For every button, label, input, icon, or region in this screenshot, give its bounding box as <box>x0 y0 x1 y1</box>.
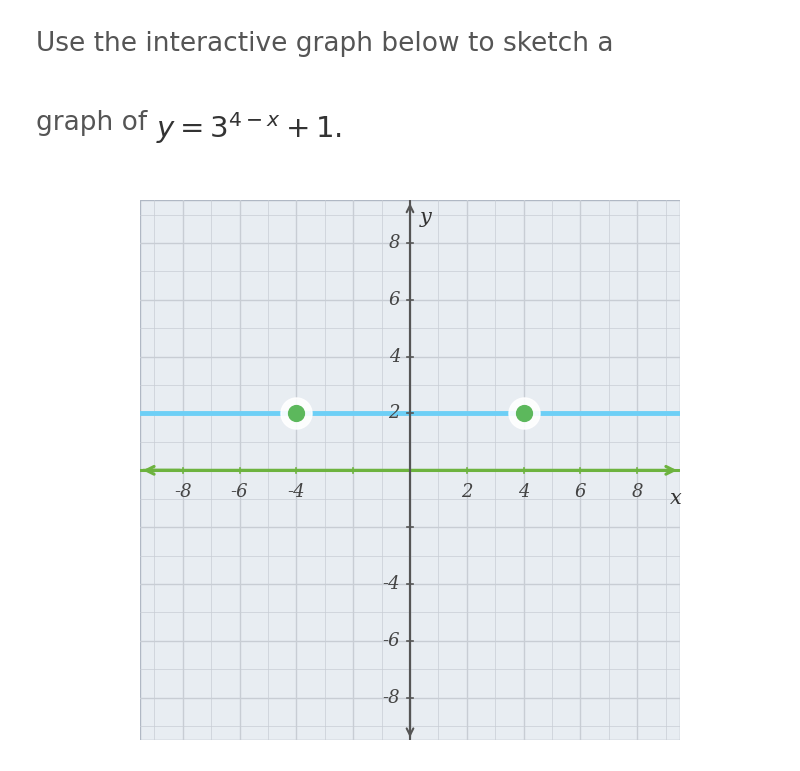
Text: 4: 4 <box>389 348 400 365</box>
Text: $y = 3^{4-x} + 1.$: $y = 3^{4-x} + 1.$ <box>156 110 342 146</box>
Text: -6: -6 <box>230 483 248 501</box>
Text: 6: 6 <box>389 291 400 309</box>
Point <box>290 407 302 419</box>
Text: y: y <box>420 207 432 227</box>
Point <box>518 407 530 419</box>
Text: 2: 2 <box>461 483 473 501</box>
Text: 8: 8 <box>389 234 400 252</box>
Text: -8: -8 <box>174 483 191 501</box>
Text: Use the interactive graph below to sketch a: Use the interactive graph below to sketc… <box>36 31 614 56</box>
Text: 4: 4 <box>518 483 530 501</box>
Point <box>518 407 530 419</box>
Text: -6: -6 <box>382 631 400 650</box>
Text: 6: 6 <box>574 483 586 501</box>
Text: 2: 2 <box>389 405 400 423</box>
Text: x: x <box>670 489 682 508</box>
Text: -8: -8 <box>382 689 400 706</box>
Text: -4: -4 <box>382 575 400 593</box>
Text: graph of: graph of <box>36 110 156 136</box>
Text: -4: -4 <box>287 483 305 501</box>
Text: 8: 8 <box>631 483 643 501</box>
Point <box>290 407 302 419</box>
